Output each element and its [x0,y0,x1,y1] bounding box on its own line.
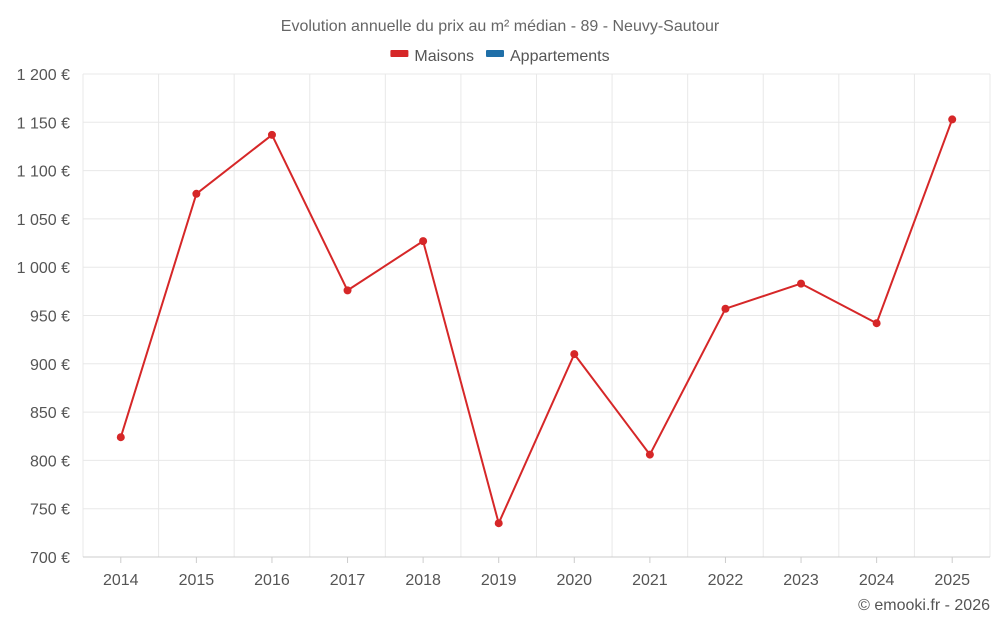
axes: 700 € 750 € 800 € 850 € 900 € 950 € 1 000 € 1 0… [17,67,990,589]
legend-item-maisons[interactable]: Maisons [390,48,474,65]
y-tick-label: 900 € [30,357,70,374]
y-tick-label: 800 € [30,453,70,470]
x-tick-label: 2025 [934,572,970,589]
legend-label: Appartements [510,48,610,65]
data-point[interactable] [116,433,125,442]
y-tick-label: 700 € [30,550,70,567]
x-tick-label: 2024 [859,572,895,589]
y-tick-label: 850 € [30,405,70,422]
x-tick-label: 2014 [103,572,139,589]
chart-title: Evolution annuelle du prix au m² médian … [281,18,720,35]
data-point[interactable] [267,130,276,139]
data-point[interactable] [343,286,352,295]
data-point[interactable] [192,189,201,198]
data-point[interactable] [872,319,881,328]
x-tick-label: 2022 [708,572,744,589]
grid [82,73,991,557]
y-tick-label: 1 000 € [17,260,70,277]
y-tick-label: 950 € [30,309,70,326]
data-point[interactable] [948,115,957,124]
credit-text: © emooki.fr - 2026 [858,597,990,614]
y-tick-label: 1 150 € [17,115,70,132]
data-point[interactable] [645,450,654,459]
y-tick-label: 1 050 € [17,212,70,229]
series-layer [116,115,957,528]
y-tick-label: 1 200 € [17,67,70,84]
y-tick-label: 750 € [30,502,70,519]
y-tick-label: 1 100 € [17,164,70,181]
x-tick-label: 2016 [254,572,290,589]
data-point[interactable] [570,350,579,359]
data-point[interactable] [494,519,503,528]
legend-swatch [486,50,504,57]
legend-swatch [390,50,409,57]
x-tick-label: 2019 [481,572,517,589]
legend-label: Maisons [414,48,474,65]
x-tick-label: 2023 [783,572,819,589]
x-tick-label: 2017 [330,572,366,589]
x-tick-label: 2020 [556,572,592,589]
x-tick-label: 2015 [179,572,215,589]
x-tick-label: 2018 [405,572,441,589]
legend-item-appartements[interactable]: Appartements [486,48,610,65]
data-point[interactable] [419,237,428,246]
data-point[interactable] [721,304,730,313]
data-point[interactable] [797,279,806,288]
x-tick-label: 2021 [632,572,668,589]
series-line-maisons [119,119,954,525]
legend: Maisons Appartements [390,48,610,65]
